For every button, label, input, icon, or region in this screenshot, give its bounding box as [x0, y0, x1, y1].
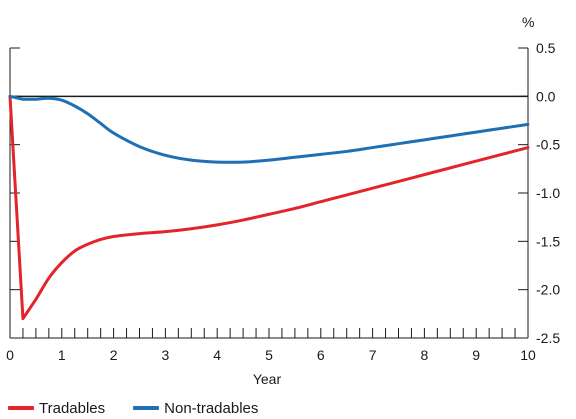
x-tick-label: 5: [265, 347, 273, 363]
y-tick-label: -2.5: [536, 330, 560, 346]
y-tick-label: -0.5: [536, 137, 560, 153]
y-tick-label: -2.0: [536, 282, 560, 298]
y-tick-label: 0.0: [536, 88, 556, 104]
legend-label-non-tradables: Non-tradables: [164, 399, 259, 417]
legend-label-tradables: Tradables: [39, 399, 106, 417]
legend-swatch-tradables: [8, 406, 34, 410]
y-tick-label: 0.5: [536, 40, 556, 56]
unit-label: %: [522, 14, 534, 30]
x-tick-label: 4: [213, 347, 221, 363]
x-tick-label: 3: [162, 347, 170, 363]
x-tick-label: 7: [369, 347, 377, 363]
y-tick-label: -1.0: [536, 185, 560, 201]
x-tick-label: 8: [421, 347, 429, 363]
legend-item-non-tradables: Non-tradables: [133, 400, 258, 417]
y-tick-label: -1.5: [536, 233, 560, 249]
x-tick-label: 6: [317, 347, 325, 363]
x-tick-label: 1: [58, 347, 66, 363]
x-tick-label: 10: [520, 347, 536, 363]
y-axis-ticks: 0.5 0.0 -0.5 -1.0 -1.5 -2.0 -2.5: [10, 40, 560, 346]
series-line-non-tradables: [8, 94, 530, 164]
legend: Tradables Non-tradables: [8, 398, 286, 418]
x-axis-ticks: 0 1 2 3 4 5 6 7 8 9 10: [6, 328, 536, 363]
line-chart: 0 1 2 3 4 5 6 7 8 9 10 0.50.0-0.5-1.0-1.5-2.0-2.5 …: [6, 14, 560, 387]
legend-swatch-non-tradables: [133, 406, 160, 410]
plot-frame: [9, 48, 529, 339]
x-tick-label: 0: [6, 347, 14, 363]
x-tick-label: 2: [110, 347, 118, 363]
series-line-tradables: [8, 94, 530, 321]
x-tick-label: 9: [472, 347, 480, 363]
legend-item-tradables: Tradables: [8, 400, 105, 417]
series-lines: [8, 94, 530, 321]
x-axis-title: Year: [253, 371, 282, 387]
